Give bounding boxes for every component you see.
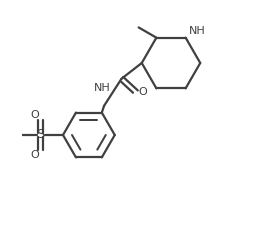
Text: O: O	[31, 110, 39, 120]
Text: O: O	[31, 150, 39, 160]
Text: NH: NH	[93, 83, 110, 93]
Text: S: S	[36, 128, 45, 142]
Text: O: O	[139, 87, 147, 97]
Text: NH: NH	[188, 26, 205, 36]
